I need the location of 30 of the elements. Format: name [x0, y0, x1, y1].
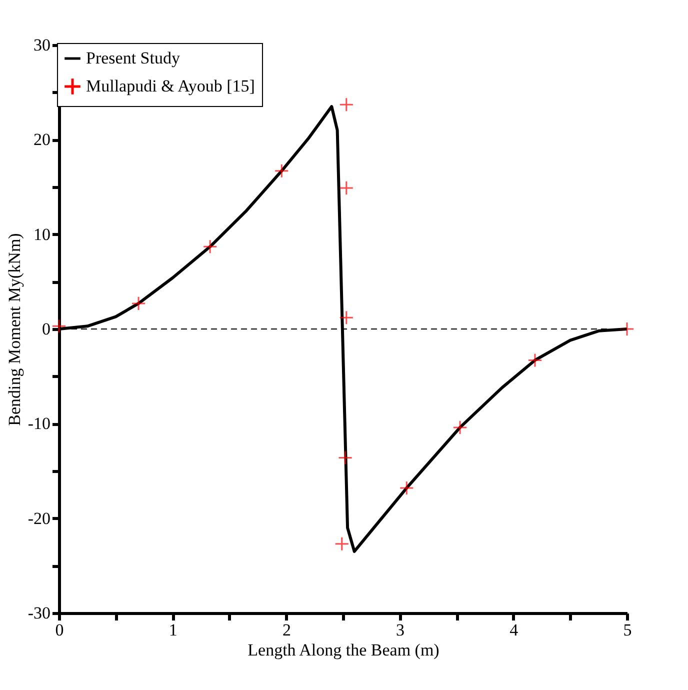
legend-label: Mullapudi & Ayoub [15] [86, 76, 255, 96]
point [452, 420, 468, 435]
x-tick-label: 1 [168, 620, 178, 640]
y-tick-label: 0 [42, 320, 50, 338]
x-tick-label: 2 [282, 620, 291, 640]
point [274, 164, 289, 178]
point [338, 450, 353, 466]
y-tick-label: -30 [28, 604, 50, 622]
y-tick-label: 20 [34, 130, 50, 150]
point [399, 480, 414, 496]
x-tick-label: 5 [623, 620, 632, 640]
y-tick-label: -20 [28, 508, 50, 528]
point [52, 318, 66, 334]
x-tick-label: 3 [396, 620, 405, 640]
point [339, 97, 354, 112]
y-axis-title: Bending Moment My(kNm) [4, 233, 24, 426]
point [339, 180, 354, 196]
point [334, 536, 350, 552]
x-tick-label: 4 [510, 620, 519, 640]
point [528, 352, 542, 368]
point [202, 239, 218, 254]
y-tick-label: 30 [34, 36, 50, 54]
point [620, 322, 634, 336]
point [131, 296, 146, 311]
point [339, 310, 354, 325]
legend-label: Present Study [86, 48, 180, 68]
y-tick-label: 10 [34, 224, 50, 244]
x-tick-label: 0 [55, 620, 64, 640]
x-axis-title: Length Along the Beam (m) [248, 640, 440, 660]
y-tick-label: -10 [28, 414, 50, 434]
